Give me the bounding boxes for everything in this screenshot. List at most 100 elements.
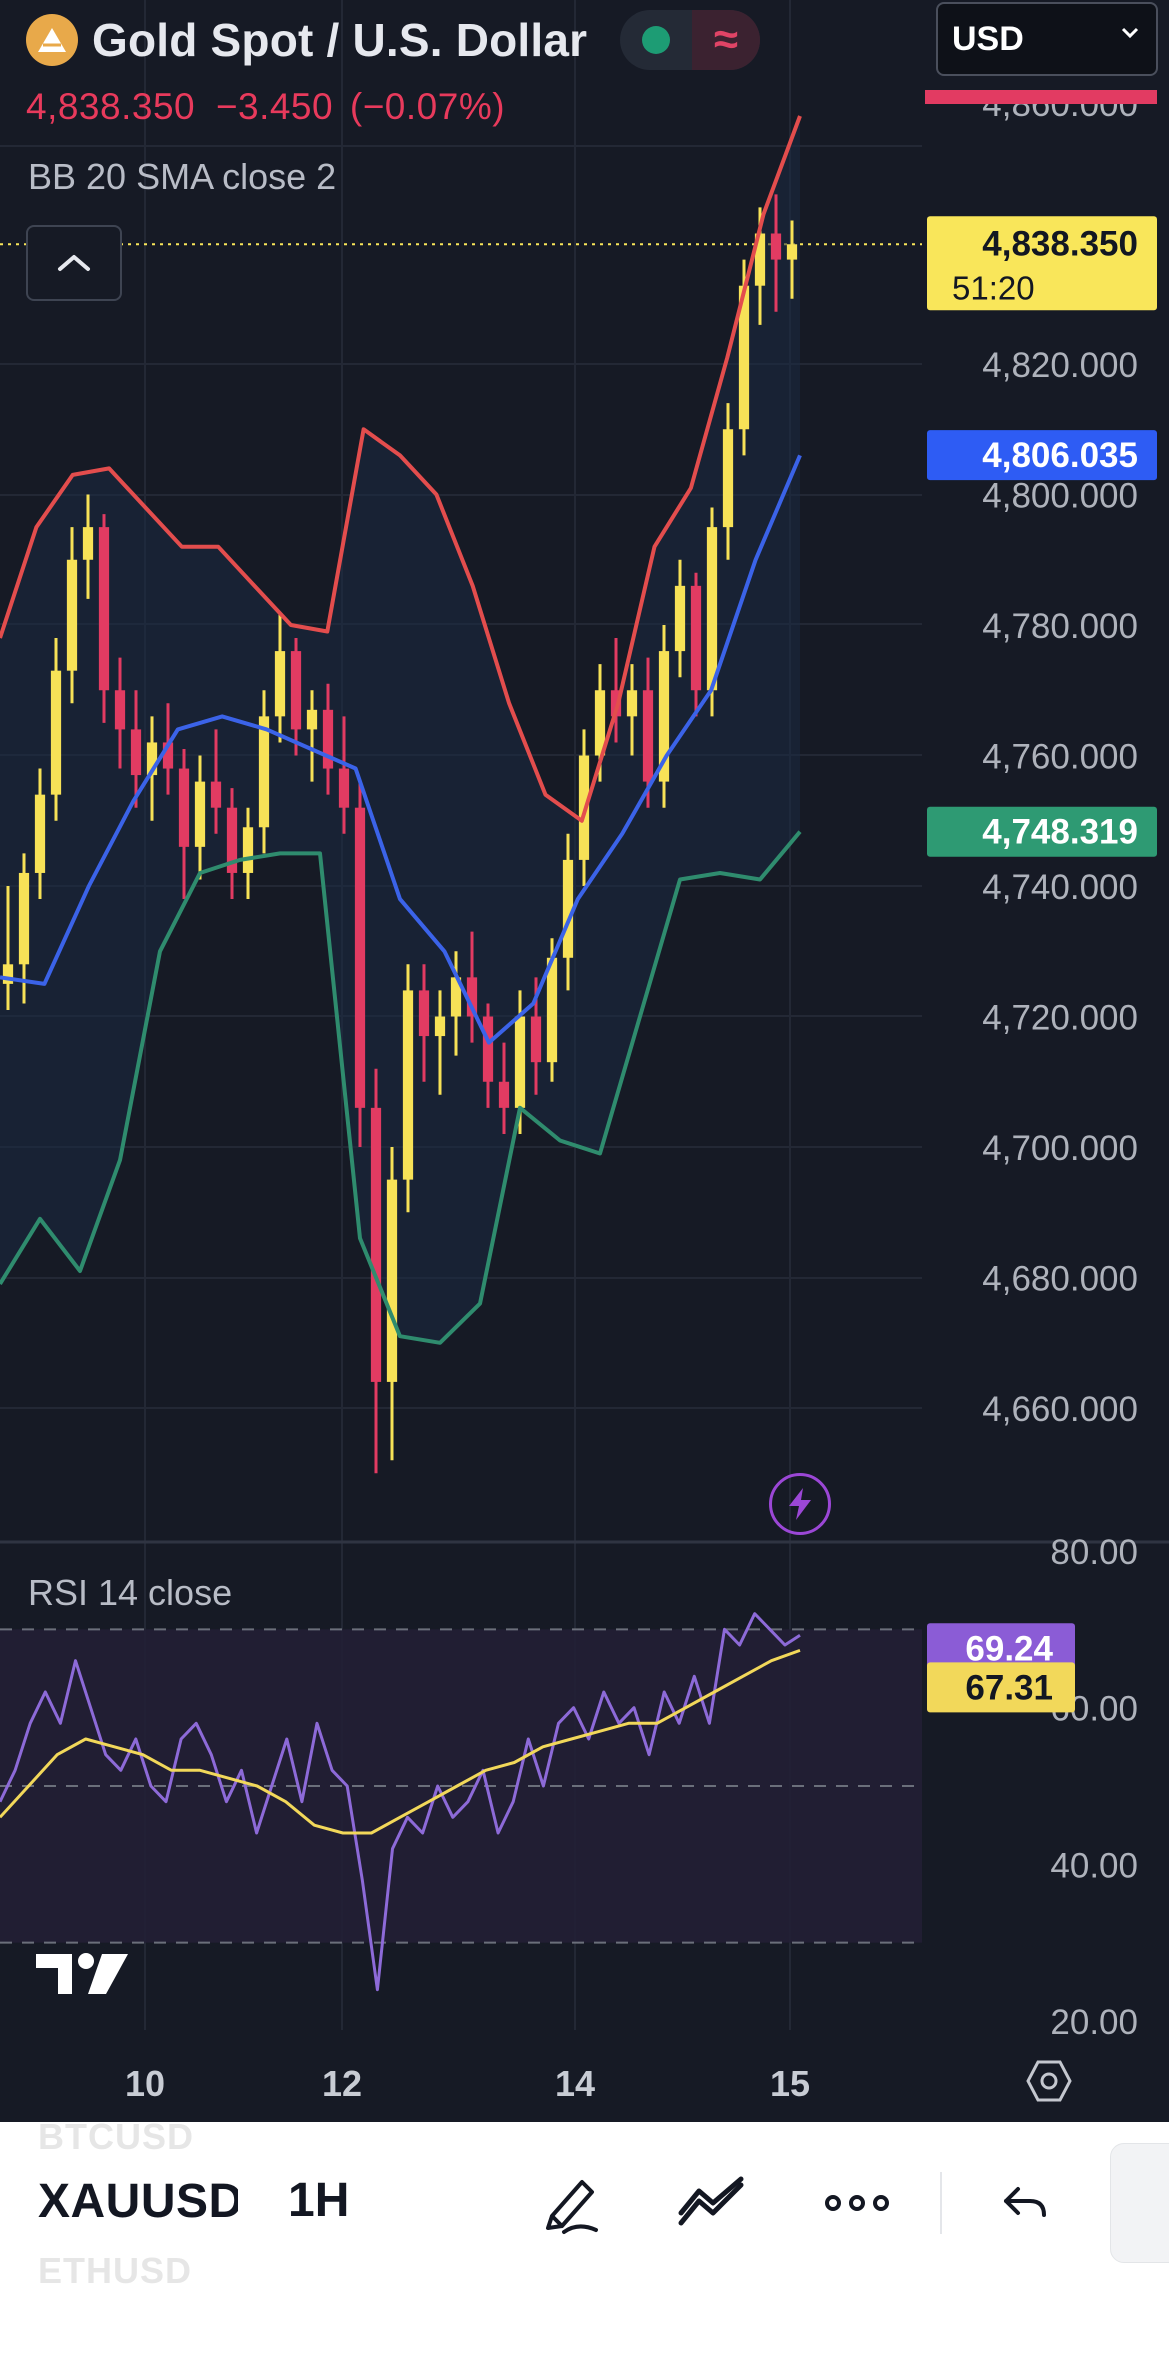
lightning-icon — [789, 1488, 811, 1520]
price-axis-label: 4,780.000 — [982, 607, 1138, 646]
candle-body — [514, 1016, 526, 1108]
price-chart[interactable]: 4,820.000 4,800.000 4,780.000 4,760.000 4,74… — [0, 0, 1169, 2122]
toolbar-divider — [940, 2172, 942, 2234]
candle-body — [562, 859, 574, 958]
symbol-option-below[interactable]: ETHUSD — [38, 2250, 193, 2290]
candles — [2, 194, 798, 1474]
time-axis-label: 14 — [555, 2063, 595, 2104]
market-open-status[interactable] — [620, 10, 692, 70]
candle-body — [674, 585, 686, 652]
candle-body — [194, 781, 206, 847]
waves-icon: ≈ — [713, 15, 739, 64]
candle-body — [290, 651, 302, 730]
indicators-toggle[interactable]: ≈ — [692, 10, 760, 70]
more-options-button[interactable] — [822, 2168, 892, 2238]
candle-body — [690, 585, 702, 691]
chart-area[interactable]: 4,820.000 4,800.000 4,780.000 4,760.000 4,74… — [0, 0, 1169, 2122]
rsi-ma-value: 67.31 — [965, 1668, 1053, 1707]
rsi-line — [0, 1612, 801, 1992]
currency-select[interactable]: USD — [936, 2, 1158, 76]
rsi-band-fill — [0, 1629, 922, 1943]
chevron-down-icon — [1121, 27, 1139, 39]
green-dot-icon — [642, 26, 670, 54]
rsi-ma-tag — [927, 1662, 1075, 1713]
currency-value: USD — [952, 19, 1024, 58]
price-axis-label: 4,820.000 — [982, 346, 1138, 385]
candle-body — [18, 872, 30, 965]
status-pill[interactable]: ≈ — [620, 10, 760, 70]
chart-settings-button[interactable] — [1026, 2058, 1072, 2109]
candle-body — [706, 527, 718, 691]
candle-body — [402, 990, 414, 1180]
candle-body — [642, 690, 654, 782]
alert-lightning-button[interactable] — [769, 1473, 831, 1535]
candle-body — [338, 768, 350, 808]
candle-body — [146, 742, 158, 776]
candle-body — [418, 990, 430, 1037]
bb-basis-line — [0, 454, 802, 1045]
candle-body — [306, 709, 318, 730]
drawing-tools-button[interactable] — [536, 2168, 606, 2238]
candle-body — [370, 1107, 382, 1382]
candle-body — [226, 807, 238, 873]
rsi-axis-label: 40.00 — [1050, 1846, 1138, 1885]
candle-body — [466, 977, 478, 1017]
candle-body — [722, 429, 734, 528]
time-axis-label: 15 — [770, 2063, 810, 2104]
candle-body — [450, 977, 462, 1017]
current-price-value: 4,838.350 — [982, 224, 1138, 263]
active-symbol[interactable]: XAUUSD — [38, 2175, 238, 2228]
price-change: −3.450 — [215, 86, 334, 127]
candle-body — [610, 690, 622, 717]
symbol-option-above[interactable]: BTCUSD — [38, 2116, 194, 2157]
candle-body — [66, 559, 78, 671]
more-dots-icon — [825, 2195, 889, 2211]
collapse-legend-button[interactable] — [26, 225, 122, 301]
bb-lower-line — [0, 830, 802, 1345]
time-axis-label: 12 — [322, 2063, 362, 2104]
bollinger-band-fill — [0, 116, 800, 1343]
rsi-value-tag — [927, 1623, 1075, 1674]
chevron-up-icon — [58, 255, 90, 271]
price-axis-label: 4,700.000 — [982, 1129, 1138, 1168]
candle-body — [482, 1016, 494, 1082]
price-axis-label: 4,760.000 — [982, 738, 1138, 777]
candle-body — [498, 1081, 510, 1108]
candle-body — [242, 827, 254, 873]
candle-body — [130, 729, 142, 776]
candle-body — [162, 742, 174, 769]
candle-body — [34, 794, 46, 873]
candle-body — [274, 651, 286, 717]
candle-body — [82, 527, 94, 560]
symbol-title[interactable]: Gold Spot / U.S. Dollar — [92, 14, 588, 66]
price-axis-label: 4,740.000 — [982, 868, 1138, 907]
candle-countdown: 51:20 — [952, 269, 1035, 306]
toolbar-overflow-button[interactable] — [1110, 2143, 1169, 2263]
symbol-picker[interactable]: BTCUSD XAUUSD ETHUSD — [38, 2110, 238, 2290]
candle-body — [754, 233, 766, 286]
chart-header: Gold Spot / U.S. Dollar — [26, 14, 587, 66]
candle-body — [594, 690, 606, 756]
current-price-tag — [927, 216, 1157, 311]
candle-body — [114, 690, 126, 730]
hexagon-settings-icon — [1026, 2060, 1072, 2102]
undo-icon — [1004, 2187, 1046, 2217]
price-axis-label: 4,800.000 — [982, 477, 1138, 516]
candle-body — [530, 1016, 542, 1063]
bb-lower-value: 4,748.319 — [982, 813, 1138, 852]
price-axis-label: 4,680.000 — [982, 1260, 1138, 1299]
undo-button[interactable] — [990, 2168, 1060, 2238]
bb-upper-line — [0, 115, 802, 823]
price-axis-label: 4,660.000 — [982, 1390, 1138, 1429]
bottom-toolbar — [0, 2122, 1169, 2379]
candle-body — [210, 781, 222, 808]
rsi-indicator-label[interactable]: RSI 14 close — [28, 1572, 233, 1613]
rsi-axis-label: 80.00 — [1050, 1533, 1138, 1572]
rsi-axis-label: 20.00 — [1050, 2003, 1138, 2042]
candle-body — [738, 285, 750, 430]
indicators-button[interactable] — [677, 2168, 747, 2238]
bb-indicator-label[interactable]: BB 20 SMA close 2 — [28, 156, 337, 197]
candle-body — [626, 690, 638, 717]
interval-button[interactable]: 1H — [288, 2174, 350, 2227]
tradingview-logo — [34, 1950, 130, 2003]
